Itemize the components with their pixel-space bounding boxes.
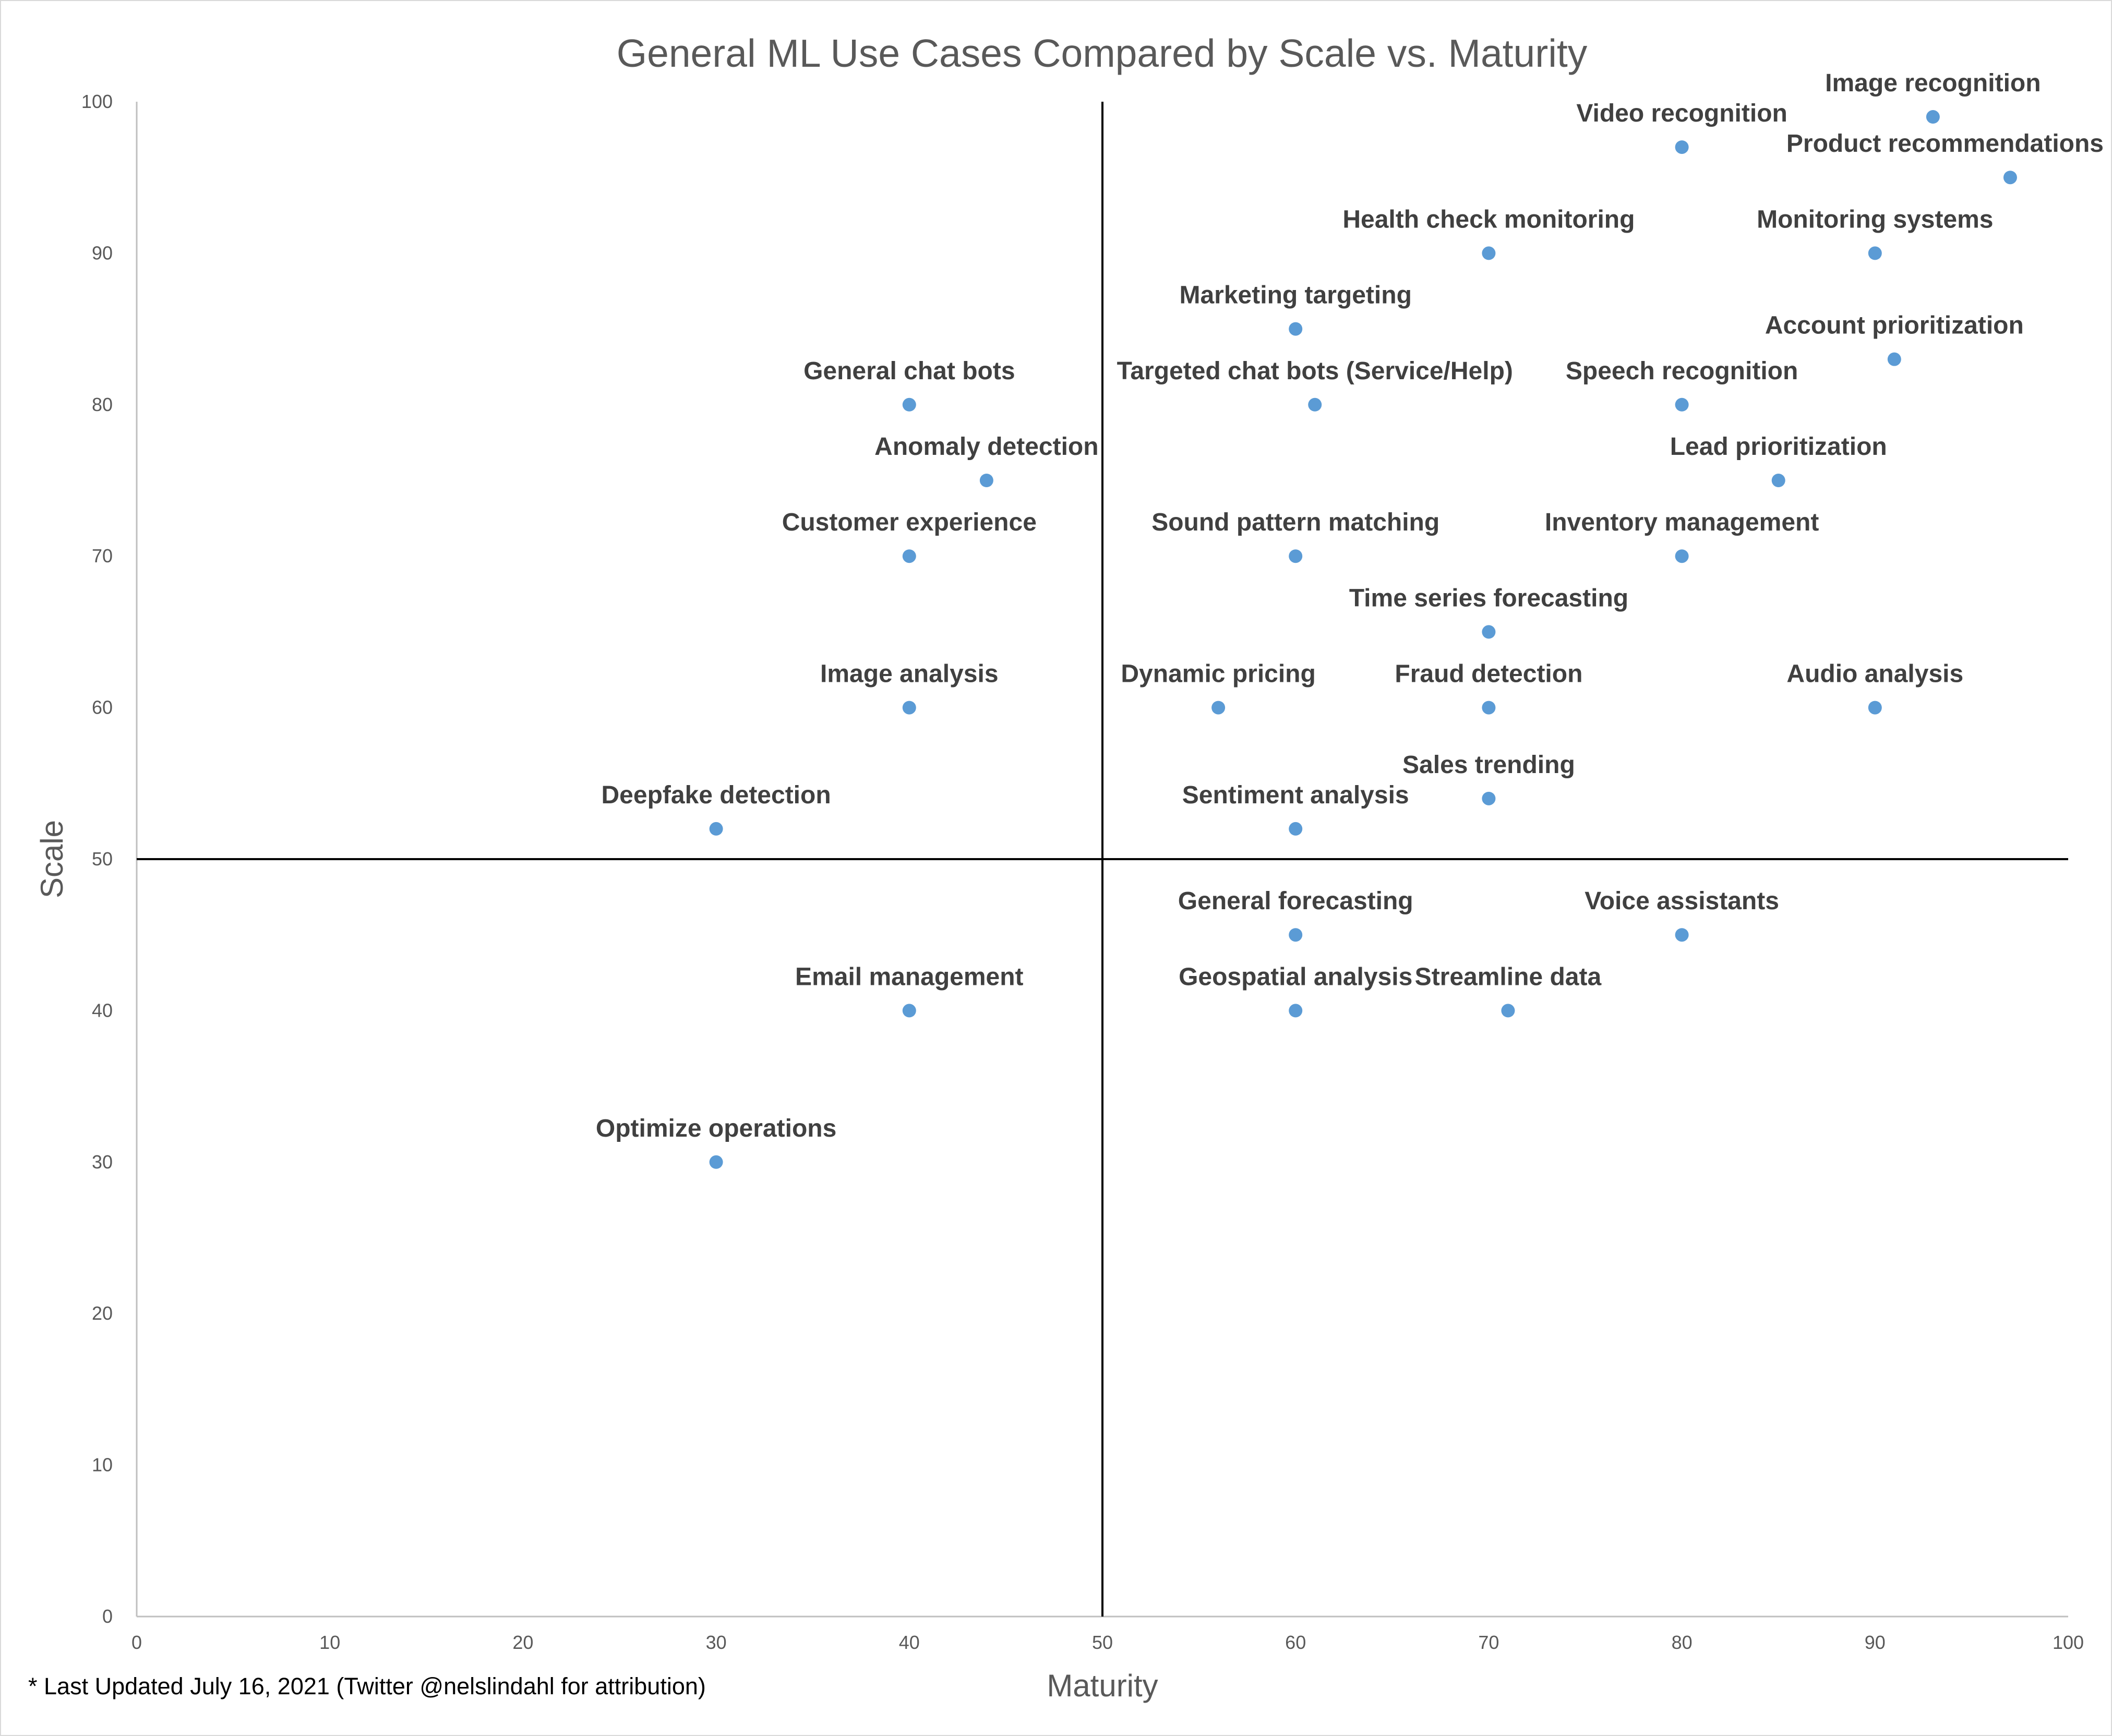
data-label: Marketing targeting xyxy=(1180,282,1412,309)
footnote: * Last Updated July 16, 2021 (Twitter @n… xyxy=(28,1673,706,1699)
data-label: Image recognition xyxy=(1825,69,2041,97)
x-tick-label: 10 xyxy=(319,1632,340,1653)
x-tick-label: 100 xyxy=(2053,1632,2084,1653)
data-label: Streamline data xyxy=(1415,963,1602,991)
data-point xyxy=(1675,397,1689,412)
data-point xyxy=(1501,1004,1515,1018)
x-tick-label: 70 xyxy=(1478,1632,1499,1653)
data-point xyxy=(1675,928,1689,942)
data-point xyxy=(1482,791,1496,805)
x-tick-label: 80 xyxy=(1672,1632,1693,1653)
data-label: Product recommendations xyxy=(1786,130,2104,158)
data-labels: Image recognition Video recognition Produc… xyxy=(596,69,2104,1142)
data-label: Inventory management xyxy=(1545,509,1819,536)
y-tick-label: 90 xyxy=(92,242,113,263)
data-label: Time series forecasting xyxy=(1349,584,1628,612)
y-tick-label: 0 xyxy=(102,1606,113,1627)
data-point xyxy=(1289,322,1303,336)
data-label: Account prioritization xyxy=(1765,312,2024,340)
x-tick-label: 30 xyxy=(706,1632,727,1653)
data-point xyxy=(1482,625,1496,639)
data-point xyxy=(1289,822,1303,836)
data-point xyxy=(709,822,723,836)
x-axis-title: Maturity xyxy=(1047,1668,1158,1703)
data-label: Geospatial analysis xyxy=(1179,963,1412,991)
x-tick-label: 0 xyxy=(131,1632,142,1653)
data-label: Audio analysis xyxy=(1786,660,1963,688)
data-label: Voice assistants xyxy=(1585,887,1779,915)
x-tick-label: 60 xyxy=(1285,1632,1306,1653)
y-tick-label: 80 xyxy=(92,394,113,415)
data-point xyxy=(902,397,916,412)
data-label: Optimize operations xyxy=(596,1115,836,1142)
data-label: Dynamic pricing xyxy=(1121,660,1315,688)
data-point xyxy=(1482,701,1496,715)
y-tick-label: 20 xyxy=(92,1303,113,1324)
data-label: Deepfake detection xyxy=(602,781,831,809)
data-point xyxy=(2003,171,2017,185)
data-point xyxy=(1289,1004,1303,1018)
y-tick-labels: 0 10 20 30 40 50 60 70 80 90 100 xyxy=(81,91,113,1627)
data-label: Lead prioritization xyxy=(1670,433,1887,461)
data-point xyxy=(902,701,916,715)
y-tick-label: 60 xyxy=(92,697,113,718)
data-point xyxy=(709,1155,723,1169)
x-tick-label: 20 xyxy=(512,1632,533,1653)
x-tick-label: 40 xyxy=(899,1632,920,1653)
data-label: Targeted chat bots (Service/Help) xyxy=(1117,357,1513,385)
data-point xyxy=(1675,140,1689,154)
data-label: Sentiment analysis xyxy=(1182,781,1409,809)
y-tick-label: 50 xyxy=(92,848,113,870)
data-point xyxy=(1482,246,1496,260)
data-point xyxy=(1771,474,1785,487)
y-tick-label: 40 xyxy=(92,999,113,1021)
data-points xyxy=(709,110,2017,1169)
x-tick-label: 50 xyxy=(1092,1632,1113,1653)
data-point xyxy=(1211,701,1226,715)
y-tick-label: 30 xyxy=(92,1151,113,1173)
data-point xyxy=(1308,397,1322,412)
y-tick-label: 10 xyxy=(92,1454,113,1476)
data-point xyxy=(1868,701,1882,715)
y-tick-label: 100 xyxy=(81,91,113,112)
data-label: Sales trending xyxy=(1402,751,1575,779)
data-point xyxy=(1887,352,1901,366)
data-point xyxy=(902,1004,916,1018)
data-point xyxy=(1675,549,1689,563)
data-label: Fraud detection xyxy=(1395,660,1582,688)
y-tick-label: 70 xyxy=(92,545,113,566)
x-tick-label: 90 xyxy=(1865,1632,1886,1653)
data-label: Video recognition xyxy=(1576,100,1787,127)
data-label: Sound pattern matching xyxy=(1151,509,1439,536)
data-label: Speech recognition xyxy=(1566,357,1798,385)
data-point xyxy=(1289,549,1303,563)
data-point xyxy=(902,549,916,563)
data-point xyxy=(1868,246,1882,260)
data-label: Monitoring systems xyxy=(1757,206,1993,233)
data-label: Anomaly detection xyxy=(874,433,1098,461)
data-label: Email management xyxy=(795,963,1024,991)
y-axis-title: Scale xyxy=(34,820,69,898)
chart-title: General ML Use Cases Compared by Scale v… xyxy=(617,31,1588,75)
x-tick-labels: 0 10 20 30 40 50 60 70 80 90 100 xyxy=(131,1632,2084,1653)
data-point xyxy=(1289,928,1303,942)
data-point xyxy=(1926,110,1940,124)
data-point xyxy=(979,474,993,487)
data-label: Image analysis xyxy=(820,660,999,688)
data-label: Health check monitoring xyxy=(1342,206,1635,233)
data-label: General forecasting xyxy=(1178,887,1413,915)
data-label: General chat bots xyxy=(803,357,1015,385)
data-label: Customer experience xyxy=(782,509,1037,536)
